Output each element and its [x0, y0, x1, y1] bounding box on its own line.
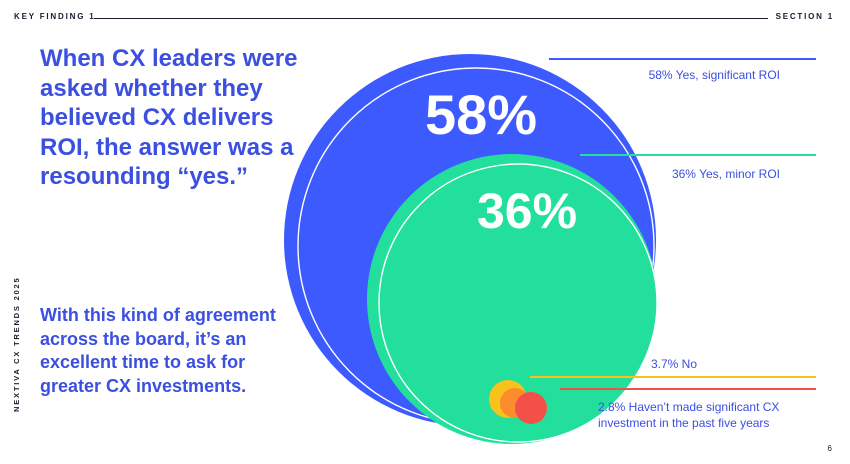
bubble-yes-minor	[367, 154, 657, 444]
headline: When CX leaders were asked whether they …	[40, 45, 298, 190]
bubble-label-36: 36%	[477, 183, 577, 239]
section-label: SECTION 1	[775, 12, 834, 21]
bubble-no-investment	[515, 392, 547, 424]
legend-yes-significant: 58% Yes, significant ROI	[649, 68, 780, 82]
legend-yes-minor: 36% Yes, minor ROI	[672, 167, 780, 181]
legend-no-investment-line2: investment in the past five years	[598, 416, 769, 430]
bubble-yes-minor-outline	[378, 163, 658, 443]
key-finding-label: KEY FINDING 1	[14, 12, 96, 21]
header-divider	[94, 18, 768, 19]
subtext: With this kind of agreement across the b…	[40, 305, 276, 396]
page-number: 6	[827, 444, 832, 453]
bubble-label-58: 58%	[425, 83, 537, 146]
legend-no-investment-line1: 2.8% Haven’t made significant CX	[598, 400, 779, 414]
legend-no: 3.7% No	[651, 357, 697, 371]
